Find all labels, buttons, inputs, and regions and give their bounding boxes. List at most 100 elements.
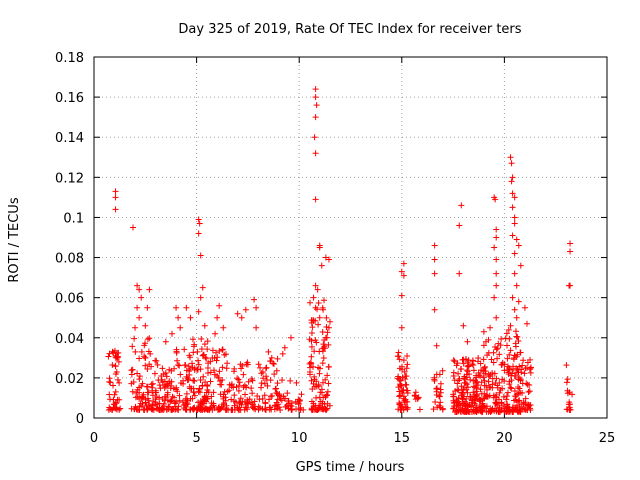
data-point xyxy=(396,399,403,406)
data-point xyxy=(457,408,464,415)
data-point xyxy=(319,329,326,336)
data-point xyxy=(500,393,507,400)
data-point xyxy=(450,373,457,380)
data-point xyxy=(404,353,411,360)
data-point xyxy=(136,355,143,362)
data-point xyxy=(322,405,329,412)
chart-title: Day 325 of 2019, Rate Of TEC Index for r… xyxy=(178,22,521,37)
data-point xyxy=(511,306,518,313)
data-point xyxy=(464,367,471,374)
axis-ticks: 0 5 10 15 20 25 0 0.02 0.04 0.06 0.08 0.1 0.12 0.14 0.… xyxy=(55,51,615,446)
data-point xyxy=(112,405,119,412)
data-point xyxy=(234,375,241,382)
data-point xyxy=(207,378,214,385)
data-point xyxy=(454,380,461,387)
data-point xyxy=(523,320,530,327)
data-point xyxy=(325,380,332,387)
data-point xyxy=(322,376,329,383)
data-point xyxy=(147,350,154,357)
data-point xyxy=(144,336,151,343)
data-point xyxy=(434,404,441,411)
data-point xyxy=(473,378,480,385)
data-point xyxy=(318,262,325,269)
data-point xyxy=(512,406,519,413)
data-point xyxy=(195,230,202,237)
data-point xyxy=(174,357,181,364)
data-point xyxy=(481,390,488,397)
data-point xyxy=(132,348,139,355)
data-point xyxy=(517,376,524,383)
data-point xyxy=(431,242,438,249)
data-point xyxy=(210,389,217,396)
data-point xyxy=(431,270,438,277)
data-point xyxy=(107,379,114,386)
data-point xyxy=(216,403,223,410)
data-point xyxy=(482,370,489,377)
data-point xyxy=(509,174,516,181)
data-point xyxy=(484,352,491,359)
data-point xyxy=(128,371,135,378)
data-point xyxy=(453,362,460,369)
data-point xyxy=(450,357,457,364)
data-point xyxy=(513,282,520,289)
data-point xyxy=(300,406,307,413)
data-point xyxy=(314,286,321,293)
data-point xyxy=(477,396,484,403)
y-tick-label: 0.14 xyxy=(55,131,84,146)
data-point xyxy=(136,373,143,380)
data-point xyxy=(455,395,462,402)
data-point xyxy=(281,395,288,402)
data-point xyxy=(508,385,515,392)
x-tick-label: 5 xyxy=(192,431,200,446)
data-point xyxy=(191,341,198,348)
data-point xyxy=(111,401,118,408)
data-point xyxy=(163,373,170,380)
data-point xyxy=(506,335,513,342)
data-point xyxy=(159,365,166,372)
data-point xyxy=(148,363,155,370)
x-tick-label: 15 xyxy=(394,431,411,446)
data-point xyxy=(494,355,501,362)
data-point xyxy=(140,406,147,413)
data-point xyxy=(311,348,318,355)
data-point xyxy=(207,358,214,365)
data-point xyxy=(231,402,238,409)
data-point xyxy=(566,399,573,406)
data-point xyxy=(186,368,193,375)
data-point xyxy=(457,366,464,373)
data-point xyxy=(267,404,274,411)
data-point xyxy=(501,367,508,374)
data-point xyxy=(477,386,484,393)
data-point xyxy=(274,380,281,387)
data-point xyxy=(276,404,283,411)
data-point xyxy=(509,232,516,239)
data-point xyxy=(317,389,324,396)
data-point xyxy=(465,363,472,370)
data-point xyxy=(279,350,286,357)
data-point xyxy=(506,381,513,388)
data-point xyxy=(460,386,467,393)
data-point xyxy=(173,349,180,356)
data-point xyxy=(152,401,159,408)
data-point xyxy=(249,377,256,384)
data-point xyxy=(400,272,407,279)
data-point xyxy=(312,304,319,311)
data-point xyxy=(312,402,319,409)
data-point xyxy=(175,362,182,369)
data-point xyxy=(567,248,574,255)
data-point xyxy=(195,216,202,223)
data-point xyxy=(312,337,319,344)
data-point xyxy=(114,396,121,403)
data-point xyxy=(400,260,407,267)
data-point xyxy=(403,373,410,380)
data-point xyxy=(514,333,521,340)
data-point xyxy=(184,377,191,384)
data-point xyxy=(323,323,330,330)
data-point xyxy=(242,306,249,313)
data-point xyxy=(503,393,510,400)
data-point xyxy=(464,389,471,396)
data-point xyxy=(133,406,140,413)
data-point xyxy=(129,224,136,231)
data-point xyxy=(475,382,482,389)
data-point xyxy=(166,366,173,373)
